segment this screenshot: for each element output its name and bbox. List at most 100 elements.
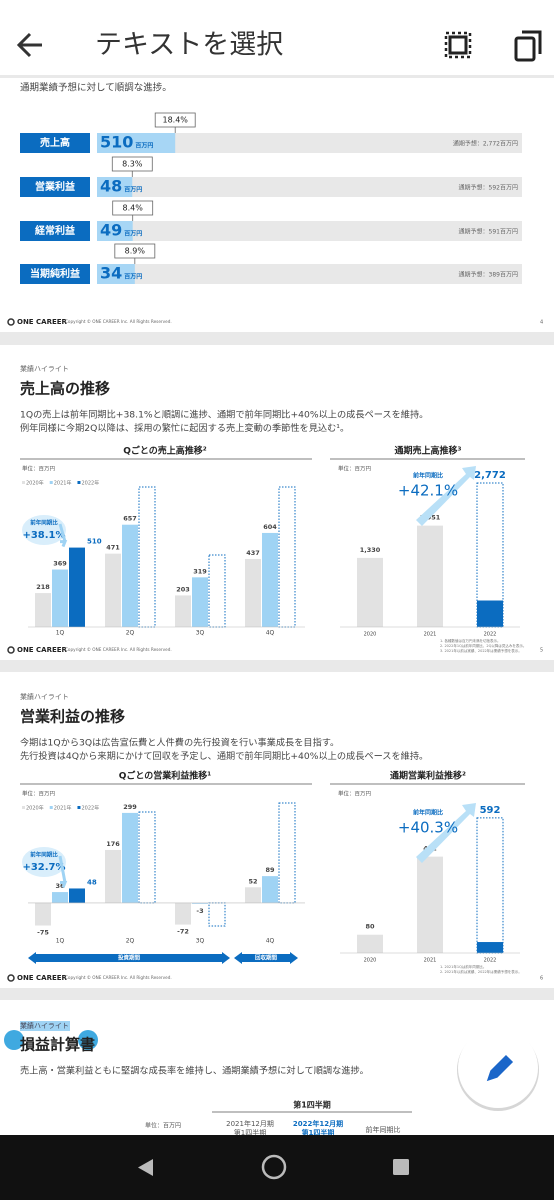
legend-swatch	[77, 806, 81, 809]
footer-copyright: Copyright © ONE CAREER Inc. All Rights R…	[65, 647, 172, 652]
x-tick-label: 1Q	[56, 938, 65, 945]
kpi-value: 34	[100, 264, 122, 283]
bar	[52, 892, 68, 903]
chart-title: 通期営業利益推移²	[390, 770, 466, 782]
select-all-button[interactable]	[444, 31, 472, 59]
bar	[192, 577, 208, 627]
forecast-text: 通期予想：2,772百万円	[453, 140, 518, 148]
footer-brand: ONE CAREER	[17, 318, 68, 326]
annotation-label: 前年同期比	[30, 519, 58, 527]
copy-button[interactable]	[514, 30, 542, 62]
x-tick-label: 2020	[364, 958, 377, 964]
bar	[105, 553, 121, 627]
page-number: 4	[540, 320, 543, 326]
kpi-label-box	[20, 133, 90, 153]
annotation-value: +42.1%	[398, 482, 458, 500]
legend-label: 2020年	[26, 805, 44, 812]
unit-label: 単位：百万円	[22, 790, 56, 798]
legend-swatch	[22, 481, 25, 484]
table-unit: 単位：百万円	[145, 1122, 181, 1130]
footnote: 1. 2021年1Qは前年同期比。	[440, 964, 486, 969]
kpi-unit: 百万円	[124, 273, 142, 281]
x-tick-label: 2020	[364, 632, 377, 638]
category-label: 業績ハイライト	[20, 692, 69, 701]
data-label: 510	[87, 538, 102, 546]
nav-home[interactable]	[261, 1154, 287, 1180]
legend-label: 2021年	[54, 805, 72, 812]
phase-label: 回収期間	[255, 954, 278, 962]
legend-swatch	[49, 481, 53, 484]
callout-box	[111, 156, 153, 172]
kpi-unit: 百万円	[124, 186, 142, 194]
bar	[69, 888, 85, 903]
annotation-value: +40.3%	[398, 819, 458, 837]
forecast-text: 通期予想：592百万円	[459, 184, 518, 192]
bar	[477, 942, 503, 953]
callout-box	[154, 112, 196, 128]
page-number: 6	[540, 976, 543, 982]
data-label: 299	[123, 803, 137, 811]
bar	[52, 569, 68, 627]
kpi-label: 営業利益	[35, 180, 75, 193]
app-bar-title: テキストを選択	[95, 30, 283, 61]
data-label: -72	[177, 928, 189, 936]
table-column-header: 2021年12月期	[226, 1119, 274, 1128]
phase-arrow	[28, 952, 230, 964]
description: 先行投資は4Qから来期にかけて回収を予定し、通期で前年同期比+40%以上の成長ペ…	[20, 750, 428, 762]
data-label: 319	[193, 567, 207, 575]
kpi-label-box	[20, 264, 90, 284]
bar	[175, 902, 191, 925]
description: 売上高・営業利益ともに堅調な成長率を維持し、通期業績予想に対して順調な進捗。	[20, 1065, 369, 1077]
progress-fill	[97, 177, 133, 197]
data-label: 1,951	[420, 514, 441, 522]
footnote: 1. 各種数値は百万円未満を切捨表示。	[440, 638, 500, 643]
selection-handle[interactable]	[78, 1030, 98, 1050]
bar	[357, 557, 383, 627]
footnote: 3. 2021年以前は実績、2022年は業績予想を表示。	[440, 648, 522, 653]
table-column-header: 2022年12月期	[293, 1119, 343, 1128]
legend-swatch	[49, 806, 53, 809]
data-label: 657	[123, 515, 137, 523]
x-tick-label: 3Q	[196, 938, 205, 945]
slide-title: 売上高の推移	[20, 380, 110, 398]
legend-label: 2022年	[81, 805, 99, 812]
annotation-value: +32.7%	[22, 862, 65, 873]
back-button[interactable]	[16, 32, 42, 58]
data-label: 218	[36, 583, 50, 591]
description: 今期は1Qから3Qは広告宣伝費と人件費の先行投資を行い事業成長を目指す。	[20, 737, 339, 749]
nav-bar	[0, 1135, 554, 1200]
progress-track	[97, 133, 522, 153]
kpi-label: 売上高	[40, 136, 70, 149]
description: 1Qの売上は前年同期比+38.1%と順調に進捗、通期で前年同期比+40%以上の成…	[20, 409, 428, 421]
data-label: 52	[248, 877, 257, 885]
kpi-value: 510	[100, 133, 133, 152]
annotation-label: 前年同期比	[30, 851, 58, 859]
logo-mark	[7, 318, 15, 326]
footer-brand: ONE CAREER	[17, 974, 68, 982]
slide	[0, 672, 554, 988]
x-tick-label: 2022	[484, 632, 497, 638]
data-label: 36	[55, 882, 65, 890]
progress-fill	[97, 221, 133, 241]
selection-handle[interactable]	[4, 1030, 24, 1050]
bar	[417, 856, 443, 953]
kpi-label-box	[20, 221, 90, 241]
nav-back[interactable]	[138, 1159, 153, 1176]
legend-label: 2022年	[81, 480, 99, 487]
annotation-arrow	[58, 855, 68, 889]
data-label: -3	[196, 907, 203, 915]
kpi-label-box	[20, 177, 90, 197]
kpi-value: 49	[100, 221, 122, 240]
forecast-label: 592	[480, 805, 501, 816]
data-label: -75	[37, 928, 49, 936]
kpi-unit: 百万円	[124, 230, 142, 238]
bar	[192, 902, 208, 904]
nav-recents[interactable]	[393, 1159, 409, 1175]
forecast-text: 通期予想：389百万円	[459, 271, 518, 279]
x-tick-label: 2Q	[126, 630, 135, 637]
progress-label: 8.3%	[122, 160, 143, 169]
table-column-header: 第1四半期	[234, 1128, 266, 1137]
bar	[35, 902, 51, 926]
bar	[477, 600, 503, 627]
